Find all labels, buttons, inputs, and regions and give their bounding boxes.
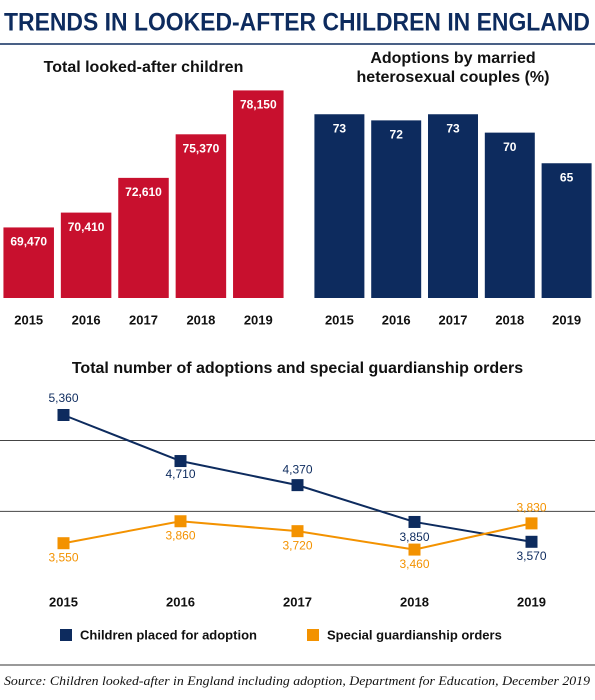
bar xyxy=(3,227,54,298)
value-label: 4,710 xyxy=(165,467,195,481)
value-label: 73 xyxy=(446,121,460,135)
bar xyxy=(428,114,478,298)
marker xyxy=(57,537,70,550)
value-label: 70 xyxy=(503,140,517,154)
marker xyxy=(408,543,421,556)
bar xyxy=(314,114,365,298)
value-label: 4,370 xyxy=(282,462,312,476)
marker xyxy=(525,517,538,530)
bar xyxy=(484,132,535,298)
marker xyxy=(408,515,421,528)
marker xyxy=(174,455,187,468)
x-tick-label: 2019 xyxy=(517,594,546,609)
chart-title: Total looked-after children xyxy=(44,59,244,76)
chart-title: heterosexual couples (%) xyxy=(357,69,550,86)
bar xyxy=(175,134,227,298)
bar xyxy=(371,120,422,298)
value-label: 3,550 xyxy=(48,550,78,564)
legend-swatch xyxy=(307,629,319,641)
bar xyxy=(118,177,169,298)
value-label: 73 xyxy=(333,121,347,135)
chart-title: Total number of adoptions and special gu… xyxy=(72,360,523,377)
x-tick-label: 2018 xyxy=(495,312,524,327)
x-tick-label: 2018 xyxy=(186,312,215,327)
value-label: 3,570 xyxy=(516,549,546,563)
bar xyxy=(60,212,112,298)
marker xyxy=(57,409,70,421)
value-label: 69,470 xyxy=(10,235,47,249)
marker xyxy=(291,479,304,492)
legend-swatch xyxy=(60,629,72,641)
series-line xyxy=(63,414,532,543)
chart-title: Adoptions by married xyxy=(370,50,535,67)
x-tick-label: 2015 xyxy=(325,312,354,327)
x-tick-label: 2017 xyxy=(129,312,158,327)
value-label: 3,830 xyxy=(516,501,546,515)
value-label: 3,720 xyxy=(282,538,312,552)
bar xyxy=(233,90,284,299)
x-tick-label: 2019 xyxy=(244,312,273,327)
page-title: TRENDS IN LOOKED-AFTER CHILDREN IN ENGLA… xyxy=(4,9,590,37)
legend-label: Children placed for adoption xyxy=(80,627,257,642)
value-label: 5,360 xyxy=(48,391,78,405)
x-tick-label: 2015 xyxy=(49,594,78,609)
legend-label: Special guardianship orders xyxy=(327,627,502,642)
x-tick-label: 2016 xyxy=(166,594,195,609)
value-label: 78,150 xyxy=(240,98,277,112)
x-tick-label: 2017 xyxy=(283,594,312,609)
x-tick-label: 2017 xyxy=(439,312,468,327)
value-label: 3,860 xyxy=(165,528,195,542)
x-tick-label: 2016 xyxy=(72,312,101,327)
x-tick-label: 2016 xyxy=(382,312,411,327)
bar xyxy=(541,163,592,298)
value-label: 72,610 xyxy=(125,185,162,199)
marker xyxy=(174,515,187,528)
x-tick-label: 2015 xyxy=(14,312,43,327)
x-tick-label: 2018 xyxy=(400,594,429,609)
value-label: 70,410 xyxy=(68,220,105,234)
value-label: 3,850 xyxy=(399,530,429,544)
value-label: 3,460 xyxy=(399,557,429,571)
x-tick-label: 2019 xyxy=(552,312,581,327)
value-label: 75,370 xyxy=(183,141,220,155)
source: Source: Children looked-after in England… xyxy=(4,673,591,688)
value-label: 72 xyxy=(390,128,404,142)
marker xyxy=(525,535,538,548)
value-label: 65 xyxy=(560,170,574,184)
marker xyxy=(291,525,304,538)
